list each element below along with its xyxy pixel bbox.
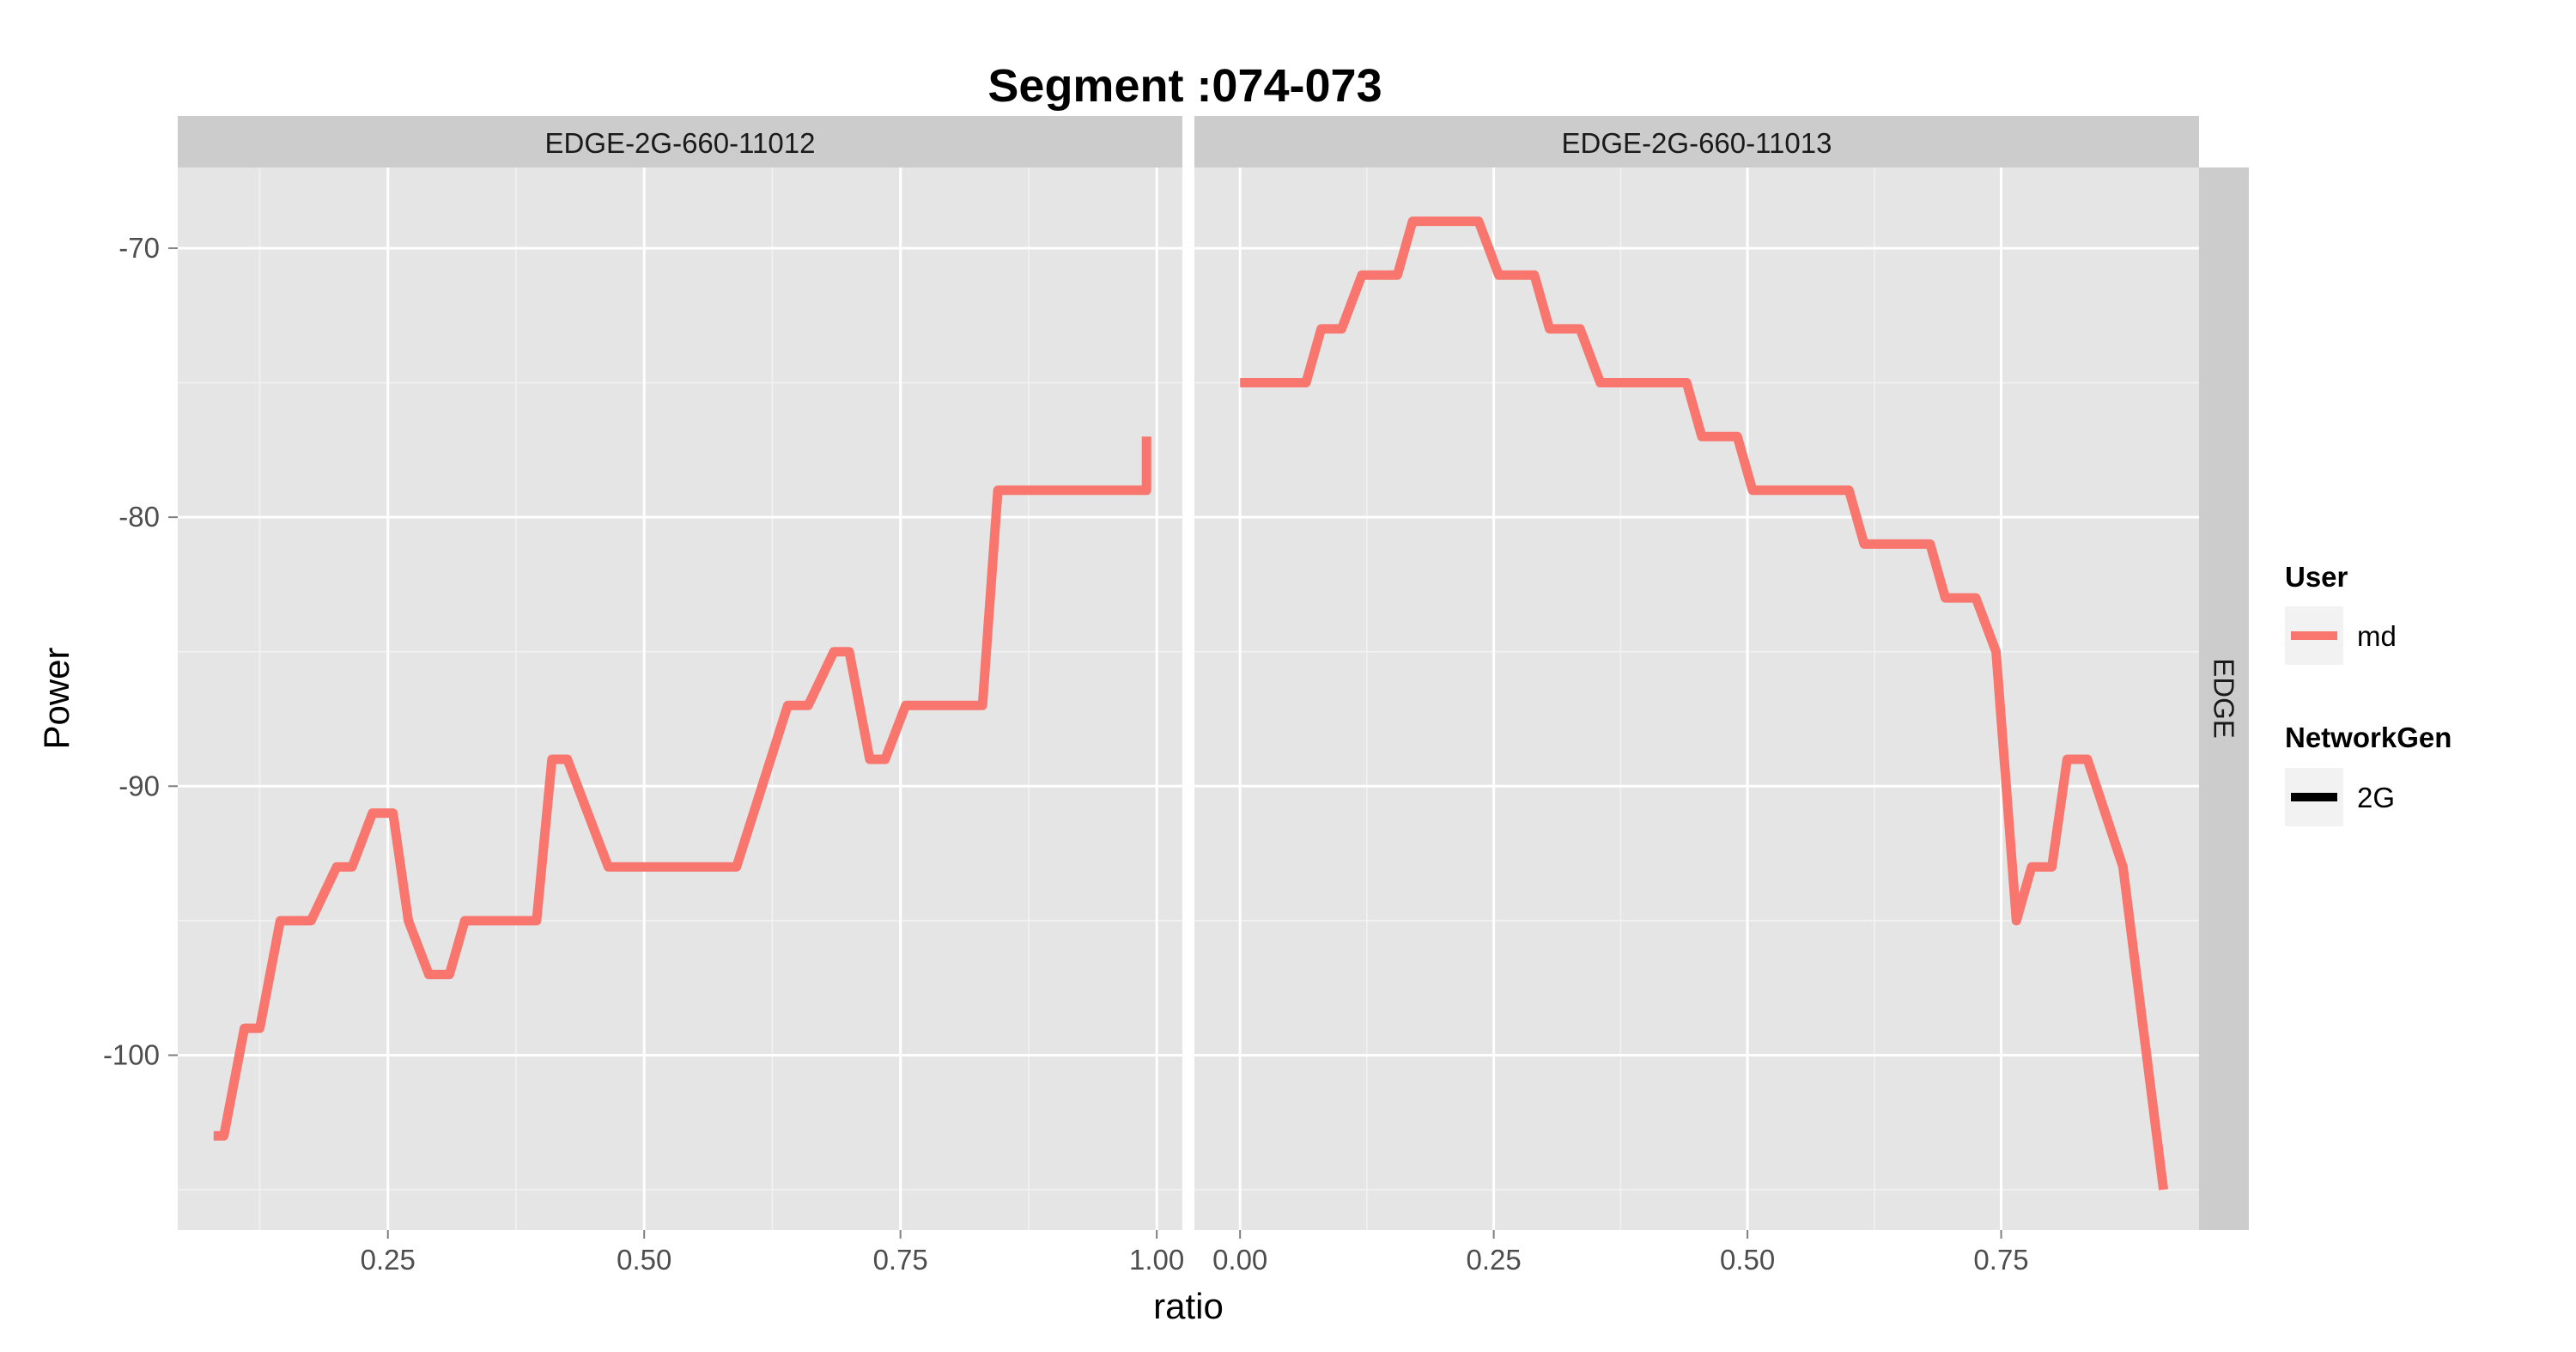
x-tick-label: 0.25	[1467, 1244, 1522, 1276]
x-axis-right: 0.00 0.25 0.50 0.75	[1212, 1230, 2029, 1276]
strip-left-bg	[178, 116, 1182, 167]
x-tick-label: 0.00	[1212, 1244, 1267, 1276]
x-tick-label: 0.75	[1973, 1244, 2028, 1276]
series-right	[1240, 216, 2169, 1191]
x-axis-left: 0.25 0.50 0.75 1.00	[361, 1230, 1184, 1276]
legend-user-title: User	[2285, 561, 2348, 593]
legend-network-title: NetworkGen	[2285, 722, 2451, 753]
y-tick-label: -70	[118, 232, 160, 264]
panel-right-bg	[1194, 167, 2199, 1230]
panel-right: EDGE-2G-660-11013	[1194, 116, 2199, 1230]
panel-left: EDGE-2G-660-11012	[178, 116, 1182, 1230]
row-strip-bg	[2199, 167, 2249, 1230]
grid-left	[178, 167, 1182, 1230]
row-strip-label: EDGE	[2208, 658, 2240, 739]
x-axis-title: ratio	[1153, 1286, 1224, 1326]
y-axis: -70 -80 -90 -100	[103, 232, 178, 1070]
y-tick-label: -100	[103, 1038, 160, 1070]
x-tick-label: 0.50	[617, 1244, 671, 1276]
series-line-md	[213, 436, 1151, 1141]
x-tick-label: 0.75	[873, 1244, 928, 1276]
panel-left-bg	[178, 167, 1182, 1230]
x-tick-label: 1.00	[1129, 1244, 1184, 1276]
legend-network-label: 2G	[2357, 782, 2395, 813]
series-line-md	[1240, 216, 2169, 1191]
strip-right-label: EDGE-2G-660-11013	[1562, 127, 1832, 159]
legend-user-label: md	[2357, 620, 2397, 652]
strip-left-label: EDGE-2G-660-11012	[545, 127, 816, 159]
grid-right	[1194, 167, 2199, 1230]
x-tick-label: 0.25	[361, 1244, 416, 1276]
legend: User md NetworkGen 2G	[2285, 561, 2451, 826]
strip-right-bg	[1194, 116, 2199, 167]
chart-title: Segment :074-073	[987, 60, 1382, 112]
x-tick-label: 0.50	[1720, 1244, 1775, 1276]
y-tick-label: -80	[118, 501, 160, 533]
y-axis-title: Power	[36, 647, 76, 749]
series-left	[213, 436, 1151, 1141]
y-tick-label: -90	[118, 770, 160, 801]
